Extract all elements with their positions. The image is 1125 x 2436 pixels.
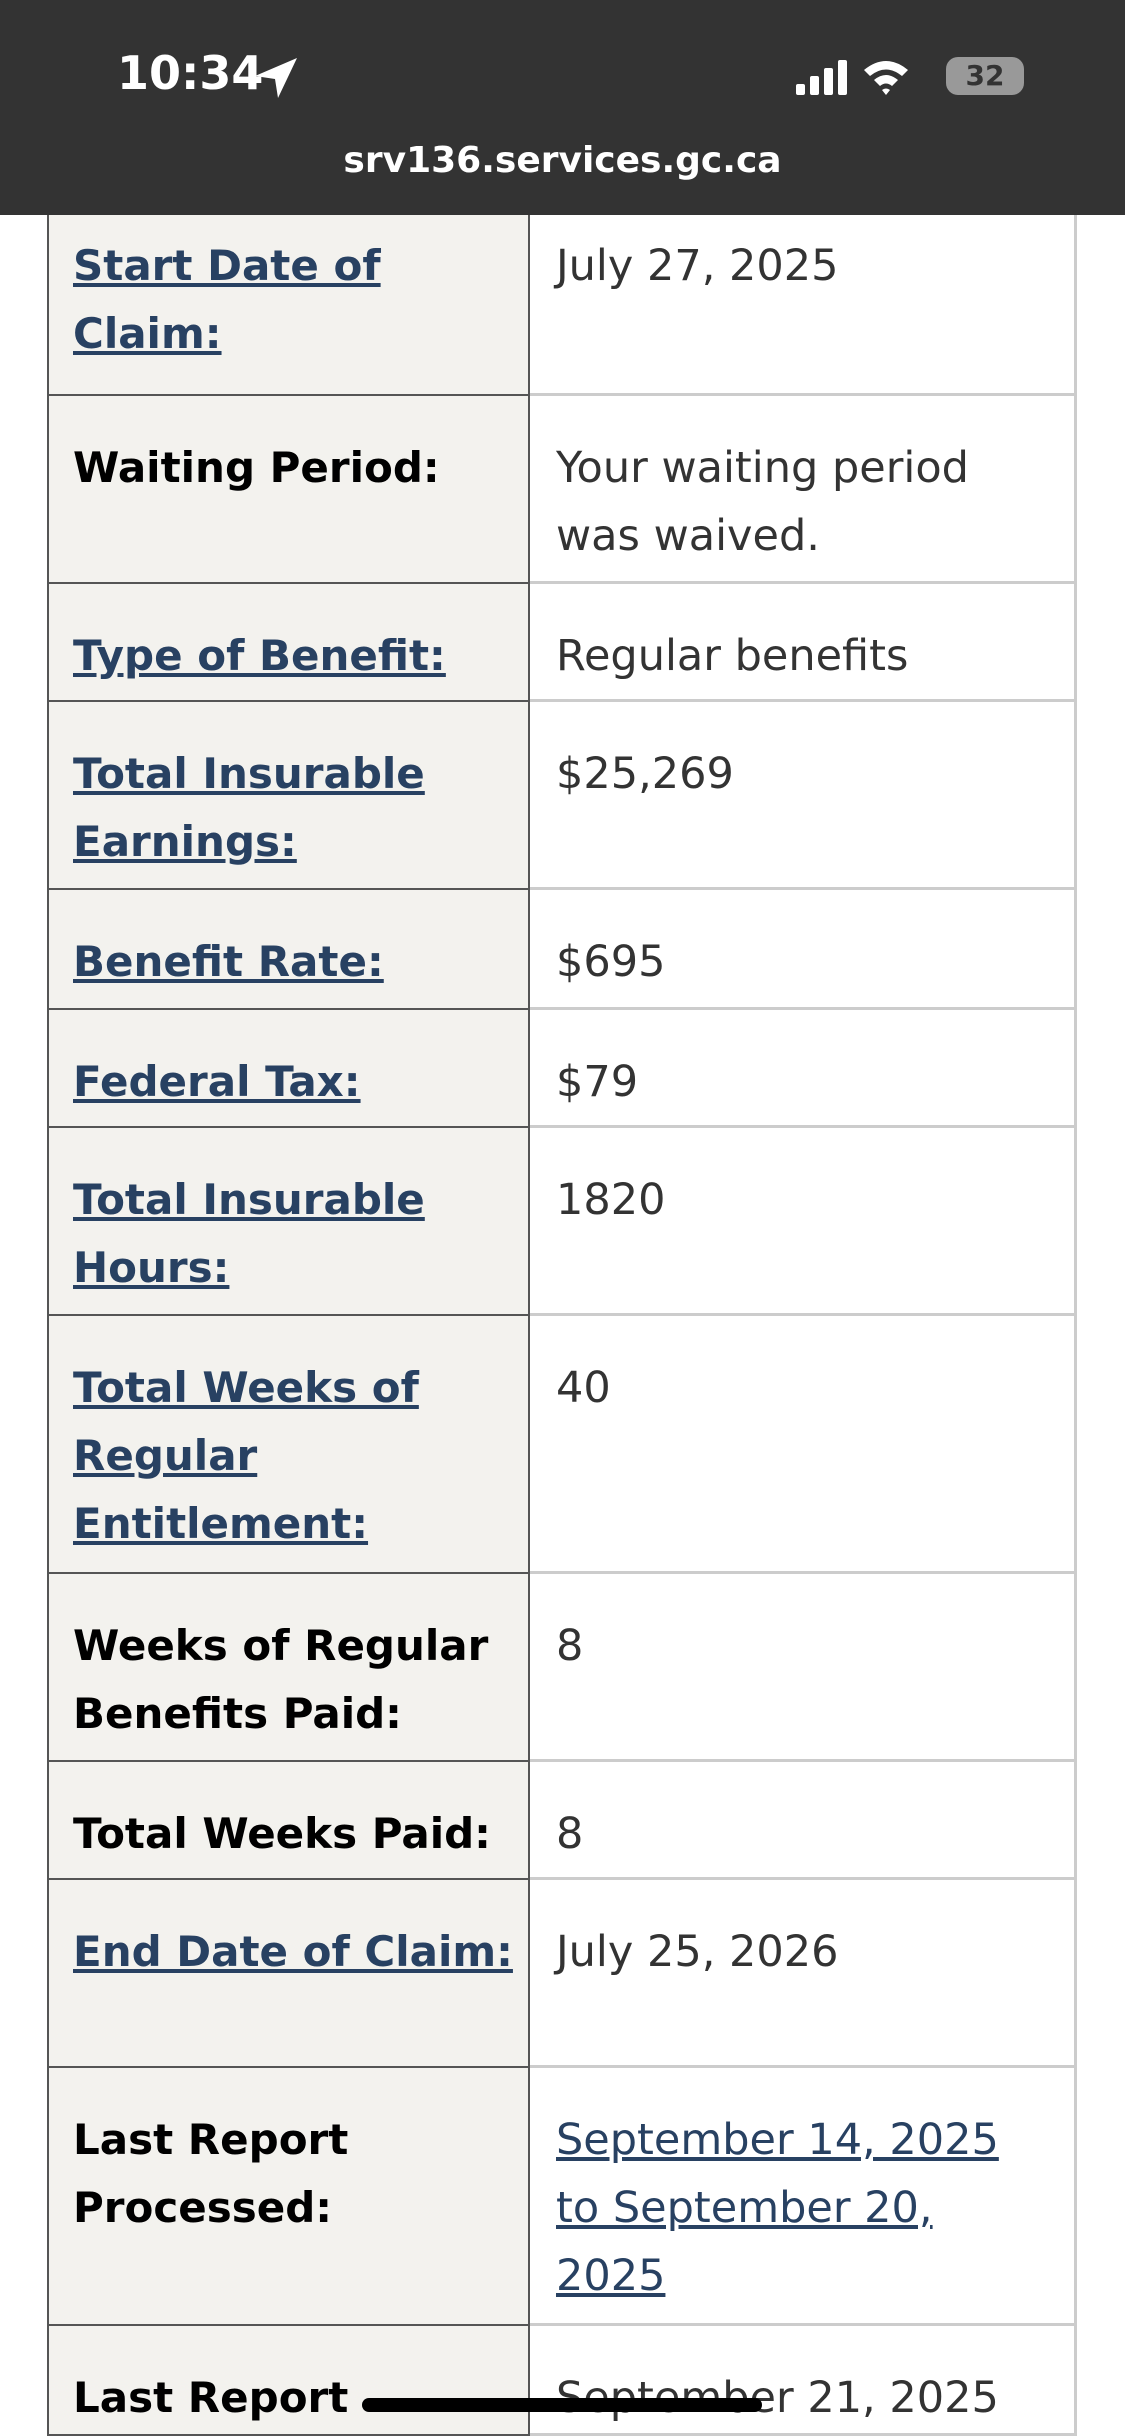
label-cell: Total Insurable Earnings: [47,702,530,890]
home-indicator [362,2398,762,2412]
label-cell: Total Insurable Hours: [47,1128,530,1316]
value-cell: September 21, 2025 [530,2326,1077,2436]
value-cell: Regular benefits [530,584,1077,702]
value-cell: September 14, 2025 to September 20, 2025 [530,2068,1077,2326]
table-row: Start Date of Claim: July 27, 2025 [47,215,1077,396]
table-row: Total Weeks of Regular Entitlement: 40 [47,1316,1077,1574]
value-cell: July 27, 2025 [530,215,1077,396]
label-cell: Last Report Processed: [47,2068,530,2326]
table-row: Total Insurable Hours: 1820 [47,1128,1077,1316]
row-label[interactable]: Total Insurable Earnings: [73,749,425,866]
value-cell: 8 [530,1574,1077,1762]
row-label[interactable]: Benefit Rate: [73,937,384,986]
row-label: Total Weeks Paid: [73,1809,491,1858]
row-label[interactable]: End Date of Claim: [73,1927,513,1976]
row-value: 40 [556,1363,611,1413]
label-cell: Last Report [47,2326,530,2436]
location-icon [255,58,297,98]
table-row: Last Report Processed: September 14, 2025… [47,2068,1077,2326]
label-cell: Start Date of Claim: [47,215,530,396]
row-value: $79 [556,1057,639,1107]
label-cell: Total Weeks Paid: [47,1762,530,1880]
row-label: Weeks of Regular Benefits Paid: [73,1621,489,1738]
url[interactable]: srv136.services.gc.ca [343,140,782,181]
label-cell: Federal Tax: [47,1010,530,1128]
value-cell: 1820 [530,1128,1077,1316]
table-row: Total Insurable Earnings: $25,269 [47,702,1077,890]
table-row: Last Report September 21, 2025 [47,2326,1077,2436]
row-value: Your waiting period was waived. [556,443,969,561]
value-cell: 8 [530,1762,1077,1880]
value-cell: 40 [530,1316,1077,1574]
label-cell: Weeks of Regular Benefits Paid: [47,1574,530,1762]
row-value: $25,269 [556,749,734,799]
label-cell: Type of Benefit: [47,584,530,702]
table-row: Federal Tax: $79 [47,1010,1077,1128]
row-value: Regular benefits [556,631,909,681]
battery: 32 [946,57,1024,95]
row-label: Last Report [73,2373,349,2422]
row-value: 8 [556,1621,584,1671]
row-value: July 27, 2025 [556,241,839,291]
signal-wifi [796,60,908,95]
label-cell: Total Weeks of Regular Entitlement: [47,1316,530,1574]
row-label[interactable]: Total Insurable Hours: [73,1175,425,1292]
label-cell: Benefit Rate: [47,890,530,1010]
table-row: End Date of Claim: July 25, 2026 [47,1880,1077,2068]
row-value: July 25, 2026 [556,1927,839,1977]
value-cell: $79 [530,1010,1077,1128]
row-label[interactable]: Federal Tax: [73,1057,361,1106]
value-cell: $25,269 [530,702,1077,890]
label-cell: End Date of Claim: [47,1880,530,2068]
row-label: Waiting Period: [73,443,440,492]
row-label[interactable]: Start Date of Claim: [73,241,381,358]
table-row: Total Weeks Paid: 8 [47,1762,1077,1880]
row-label[interactable]: Total Weeks of Regular Entitlement: [73,1363,419,1548]
row-value: 8 [556,1809,584,1859]
label-cell: Waiting Period: [47,396,530,584]
row-value: 1820 [556,1175,666,1225]
value-cell: $695 [530,890,1077,1010]
table-row: Weeks of Regular Benefits Paid: 8 [47,1574,1077,1762]
status-bar: 10:34 32 srv136.services.gc.ca [0,0,1125,215]
table-row: Benefit Rate: $695 [47,890,1077,1010]
row-label: Last Report Processed: [73,2115,349,2232]
table-row: Waiting Period: Your waiting period was w… [47,396,1077,584]
value-cell: July 25, 2026 [530,1880,1077,2068]
value-cell: Your waiting period was waived. [530,396,1077,584]
row-label[interactable]: Type of Benefit: [73,631,446,680]
row-value: $695 [556,937,666,987]
table-row: Type of Benefit: Regular benefits [47,584,1077,702]
time: 10:34 [117,46,264,100]
row-value[interactable]: September 14, 2025 to September 20, 2025 [556,2115,999,2301]
